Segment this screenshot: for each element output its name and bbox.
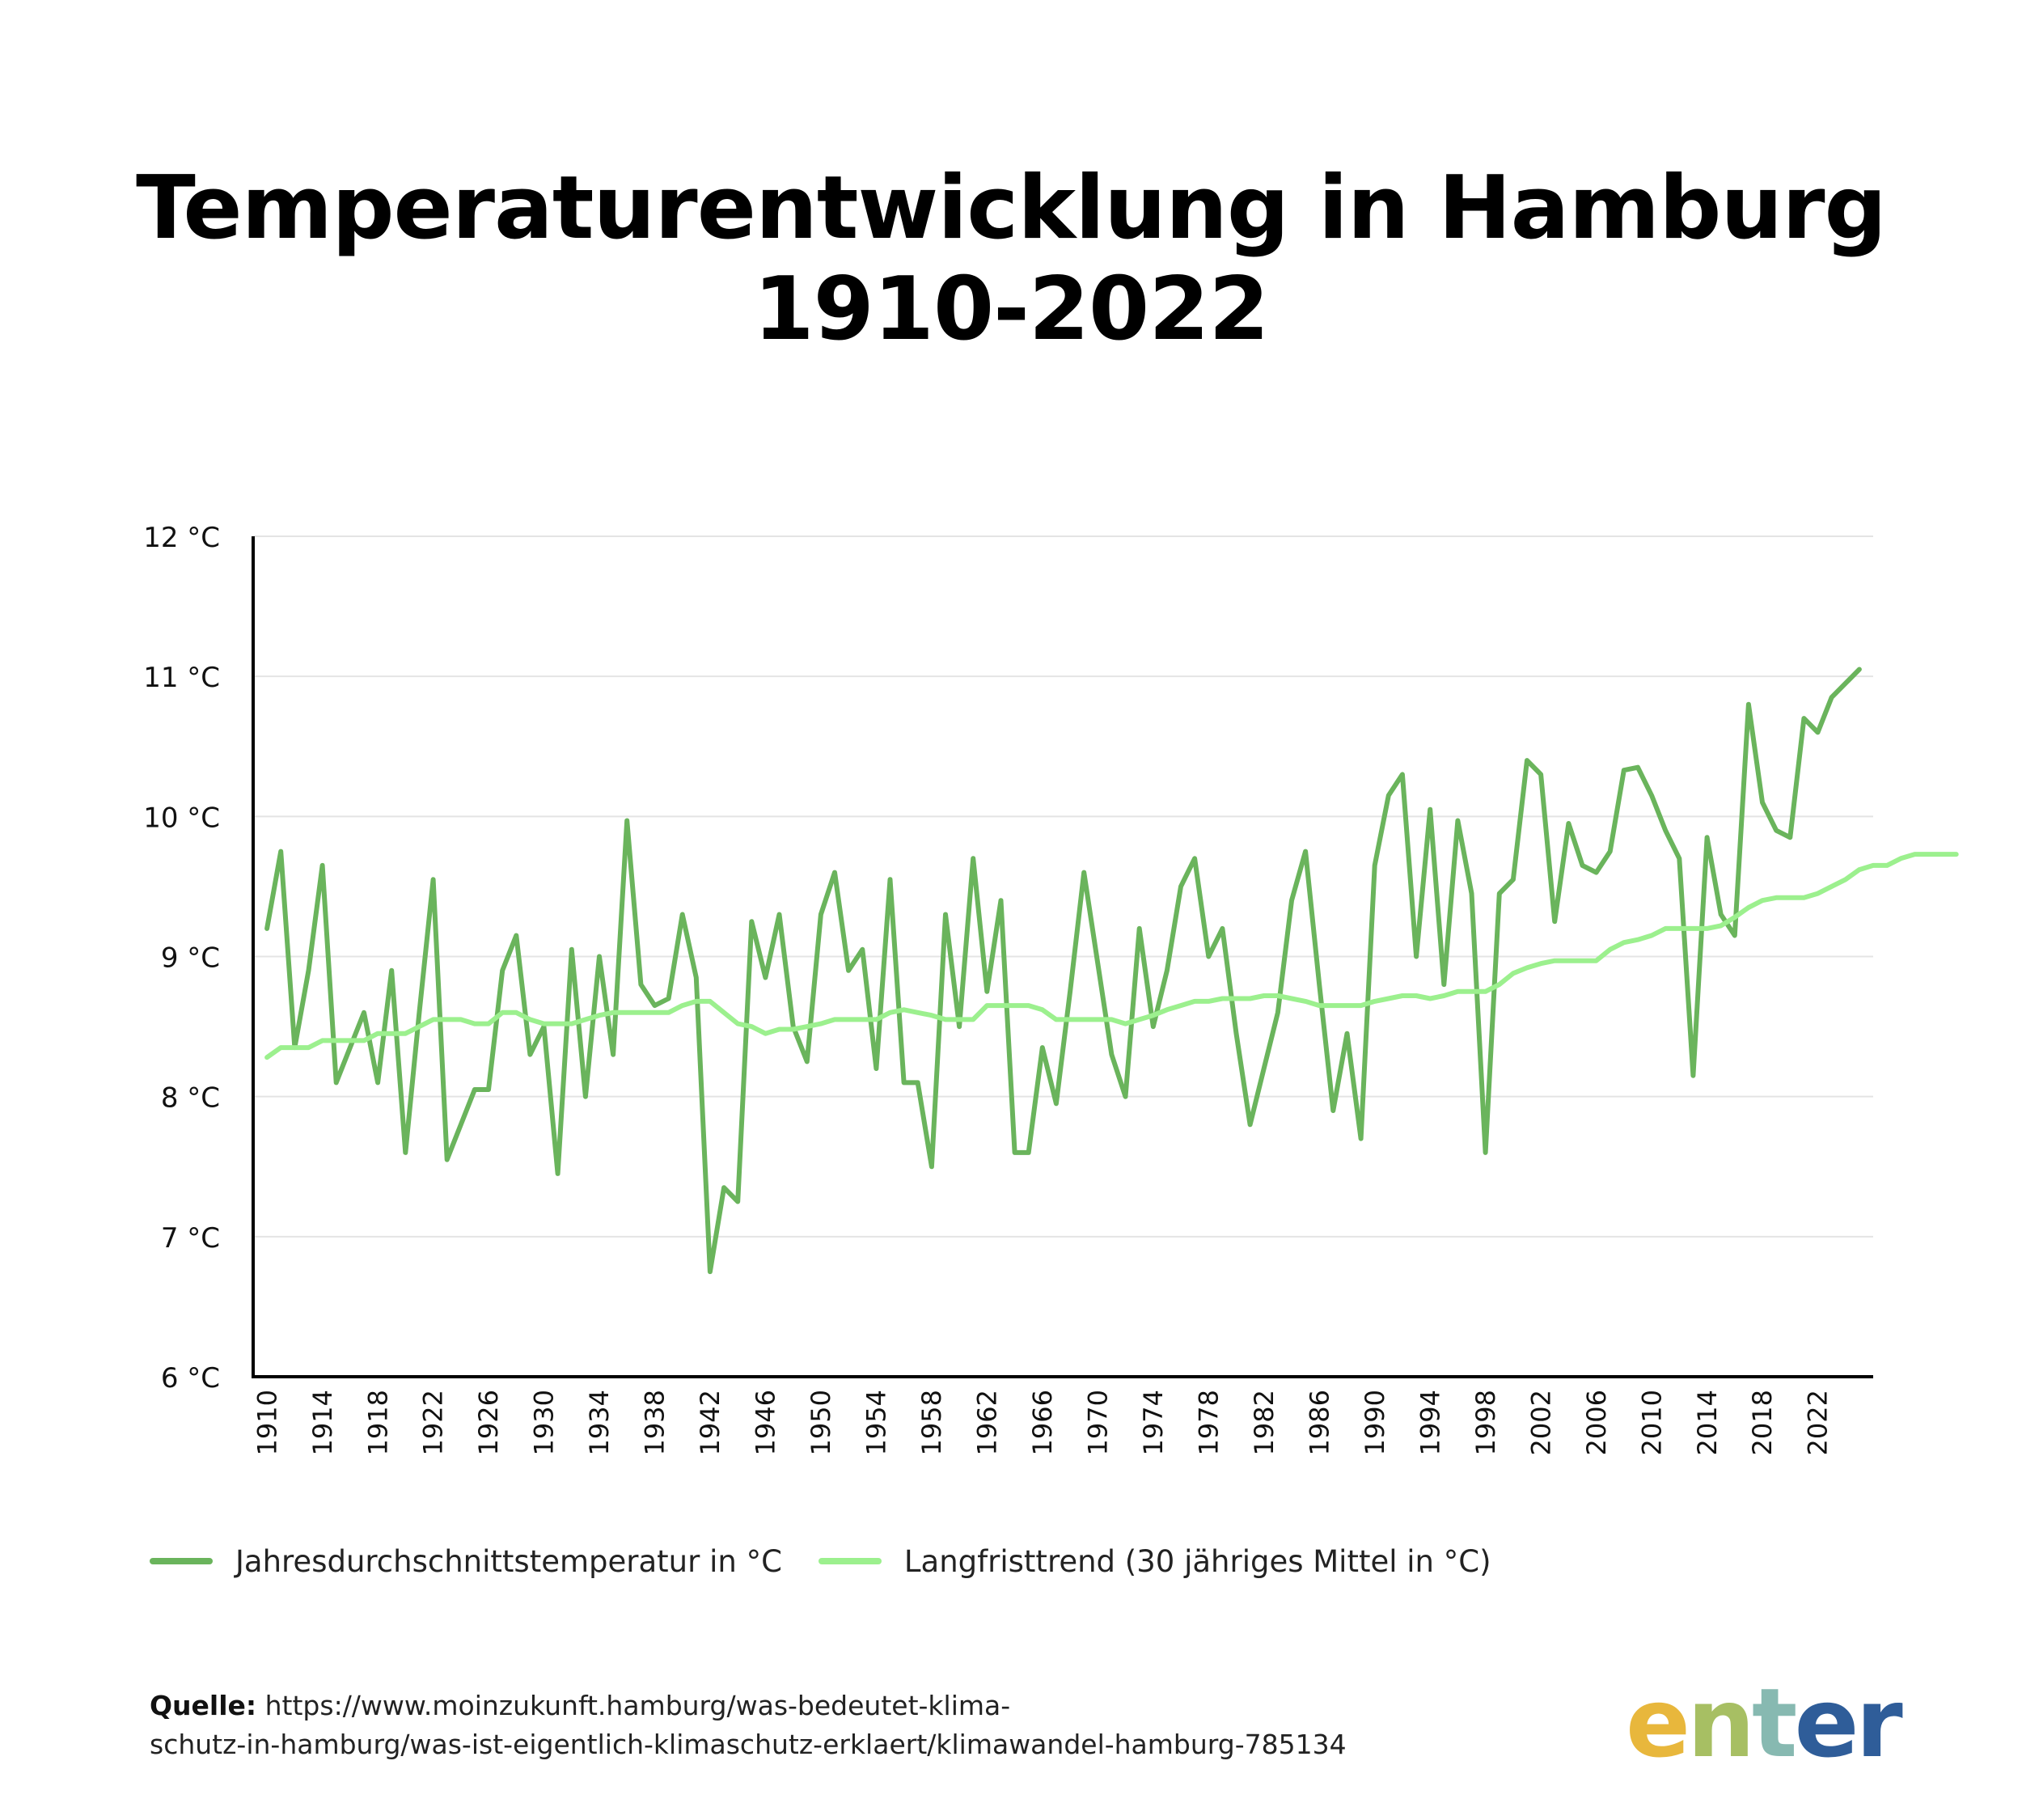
grid-lines (253, 535, 1873, 1238)
x-tick-label-1926: 1926 (473, 1390, 504, 1455)
y-tick-label-8: 8 °C (161, 1082, 220, 1115)
x-tick-label-2006: 2006 (1581, 1390, 1612, 1455)
x-tick-label-1962: 1962 (972, 1390, 1003, 1455)
legend-item-trend: Langfristtrend (30 jähriges Mittel in °C… (818, 1543, 1491, 1579)
y-tick-label-7: 7 °C (161, 1222, 220, 1255)
x-tick-label-1982: 1982 (1249, 1390, 1280, 1455)
y-tick-label-10: 10 °C (143, 802, 220, 834)
x-tick-label-1998: 1998 (1470, 1390, 1501, 1455)
x-tick-label-1938: 1938 (640, 1390, 670, 1455)
x-tick-labels: 1910 1914 1918 1922 1926 1930 1934 1938 1942 1946… (252, 1390, 1833, 1455)
source-url-line2[interactable]: schutz-in-hamburg/was-ist-eigentlich-kli… (150, 1729, 1347, 1760)
x-tick-label-2018: 2018 (1747, 1390, 1778, 1455)
y-tick-label-6: 6 °C (161, 1362, 220, 1395)
legend-swatch-trend (818, 1558, 882, 1564)
x-tick-label-1978: 1978 (1193, 1390, 1224, 1455)
logo-letters-er: er (1794, 1667, 1902, 1779)
x-tick-label-1986: 1986 (1304, 1390, 1335, 1455)
temperature-line-chart: 6 °C 7 °C 8 °C 9 °C 10 °C 11 °C 12 °C 1910 1914… (143, 522, 1959, 1455)
x-tick-label-1974: 1974 (1138, 1390, 1169, 1455)
y-tick-label-12: 12 °C (143, 522, 220, 554)
source-url-line1[interactable]: https://www.moinzukunft.hamburg/was-bede… (264, 1690, 1011, 1721)
logo-letter-e: e (1626, 1667, 1690, 1779)
axes (252, 536, 1873, 1378)
chart-title-line1: Temperaturentwicklung in Hamburg (136, 158, 1887, 259)
series-lines (264, 667, 1959, 1275)
enter-logo: enter (1626, 1667, 1903, 1779)
y-tick-label-9: 9 °C (161, 942, 220, 975)
y-tick-label-11: 11 °C (143, 662, 220, 694)
legend-swatch-annual (150, 1558, 213, 1564)
legend-label-trend: Langfristtrend (30 jähriges Mittel in °C… (903, 1543, 1491, 1579)
logo-letter-t: t (1752, 1667, 1797, 1779)
series-line-annual (264, 667, 1862, 1275)
source-note: Quelle: https://www.moinzukunft.hamburg/… (150, 1687, 1565, 1764)
x-tick-label-2014: 2014 (1692, 1390, 1723, 1455)
y-tick-labels: 6 °C 7 °C 8 °C 9 °C 10 °C 11 °C 12 °C (143, 522, 220, 1395)
logo-letter-n: n (1687, 1667, 1755, 1779)
x-tick-label-1922: 1922 (418, 1390, 449, 1455)
x-tick-label-1970: 1970 (1082, 1390, 1113, 1455)
chart-title: Temperaturentwicklung in Hamburg 1910-20… (0, 158, 2022, 360)
x-tick-label-2010: 2010 (1636, 1390, 1667, 1455)
x-tick-label-1914: 1914 (307, 1390, 338, 1455)
legend: Jahresdurchschnittstemperatur in °C Lang… (150, 1537, 1528, 1585)
x-tick-label-1910: 1910 (252, 1390, 282, 1455)
x-tick-label-2022: 2022 (1803, 1390, 1834, 1455)
x-tick-label-1942: 1942 (695, 1390, 725, 1455)
x-tick-label-1950: 1950 (806, 1390, 836, 1455)
x-tick-label-1954: 1954 (861, 1390, 892, 1455)
x-tick-label-1966: 1966 (1027, 1390, 1058, 1455)
x-tick-label-1990: 1990 (1360, 1390, 1390, 1455)
series-line-trend (264, 852, 1959, 1060)
x-tick-label-1934: 1934 (584, 1390, 615, 1455)
x-tick-label-1958: 1958 (916, 1390, 947, 1455)
legend-item-annual: Jahresdurchschnittstemperatur in °C (150, 1544, 782, 1579)
chart-title-line2: 1910-2022 (753, 259, 1270, 360)
x-tick-label-1946: 1946 (751, 1390, 781, 1455)
x-tick-label-2002: 2002 (1525, 1390, 1556, 1455)
x-tick-label-1918: 1918 (362, 1390, 393, 1455)
source-label: Quelle: (150, 1690, 257, 1721)
legend-label-annual: Jahresdurchschnittstemperatur in °C (235, 1543, 782, 1579)
x-tick-label-1930: 1930 (529, 1390, 560, 1455)
x-tick-label-1994: 1994 (1415, 1390, 1445, 1455)
